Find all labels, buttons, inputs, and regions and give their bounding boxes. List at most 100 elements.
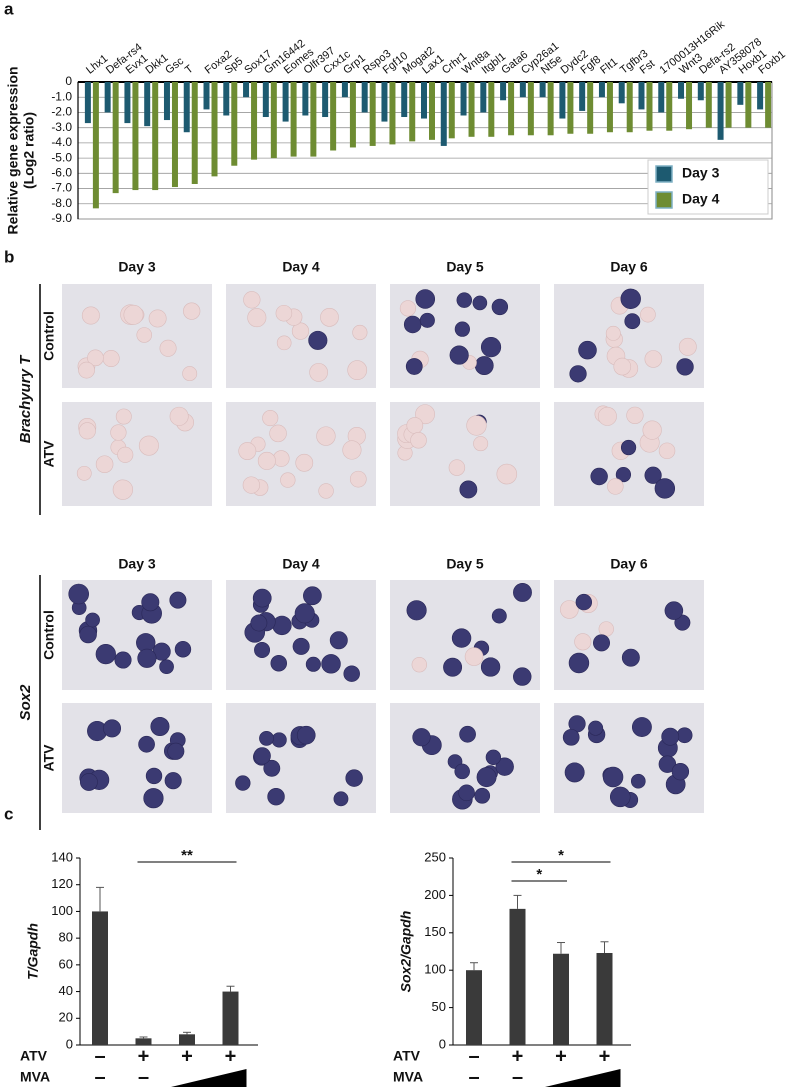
cell — [115, 408, 132, 425]
cell — [676, 358, 694, 376]
bar — [389, 82, 396, 145]
row-label: ATV — [41, 440, 57, 468]
bar — [717, 82, 724, 140]
cell — [613, 357, 632, 376]
cell — [164, 772, 182, 790]
cell — [243, 291, 261, 309]
cell — [349, 470, 367, 488]
cell — [480, 657, 501, 677]
y-tick-label: 120 — [51, 876, 73, 891]
cells — [397, 404, 518, 499]
cell — [590, 467, 608, 486]
cells — [406, 583, 532, 686]
bar — [369, 82, 376, 146]
bar — [508, 82, 515, 136]
cell — [110, 424, 127, 441]
cell — [252, 588, 272, 608]
cell — [76, 465, 92, 481]
cell — [294, 603, 315, 624]
cell — [85, 612, 100, 628]
cell — [513, 583, 532, 602]
cell — [630, 773, 646, 789]
bar — [223, 82, 230, 116]
significance-label: ** — [181, 847, 193, 864]
cell — [476, 767, 497, 788]
bar — [282, 82, 289, 122]
bar — [646, 82, 653, 131]
x-tick-label: + — [225, 1045, 237, 1067]
bar — [626, 82, 633, 133]
x-tick-label: – — [94, 1045, 105, 1067]
cell — [597, 406, 617, 426]
micrograph — [554, 580, 704, 690]
x-tick-label: + — [138, 1045, 150, 1067]
cells — [569, 288, 697, 383]
cell — [78, 361, 95, 379]
y-axis-label: Relative gene expression — [5, 66, 21, 234]
x-tick-label: + — [555, 1045, 567, 1067]
bar — [211, 82, 218, 177]
cell — [333, 791, 349, 807]
panel-label: b — [4, 247, 14, 266]
cell — [574, 633, 592, 651]
x-tick-label: + — [599, 1045, 611, 1067]
row-label: Control — [41, 610, 57, 660]
cell — [345, 769, 363, 787]
cells — [243, 291, 368, 382]
cell — [406, 600, 427, 621]
bar — [322, 82, 329, 118]
bar — [132, 82, 139, 191]
cell — [491, 298, 509, 316]
column-label: Day 6 — [610, 259, 648, 275]
cell — [247, 308, 267, 328]
bar — [144, 82, 151, 127]
cell — [615, 466, 632, 483]
bar — [84, 82, 91, 124]
bar — [243, 82, 250, 98]
cell — [620, 439, 637, 456]
dose-wedge — [545, 1069, 621, 1087]
bar — [697, 82, 704, 101]
error-bar — [470, 962, 478, 971]
cell — [271, 732, 287, 748]
cell — [79, 773, 98, 791]
cells — [399, 289, 509, 375]
cell — [631, 717, 652, 737]
cell — [309, 363, 328, 382]
cell — [272, 615, 292, 636]
cell — [562, 728, 580, 746]
cell — [593, 634, 610, 652]
cell — [671, 762, 690, 781]
bar — [606, 82, 613, 133]
cell — [303, 586, 322, 606]
cell — [138, 735, 155, 753]
cell — [473, 436, 489, 452]
x-tick-label: – — [138, 1066, 149, 1088]
cell — [405, 358, 423, 375]
bar — [757, 82, 764, 110]
bar — [500, 82, 507, 101]
cells — [76, 406, 194, 500]
bar — [527, 82, 534, 136]
cell — [263, 759, 281, 777]
x-tick-label: – — [94, 1066, 105, 1088]
y-tick-label: 100 — [51, 903, 73, 918]
bar — [587, 82, 594, 134]
cell — [242, 476, 260, 494]
cell — [560, 600, 579, 619]
y-tick-label: -8.0 — [51, 196, 72, 210]
column-label: Day 4 — [282, 259, 320, 275]
y-tick-label: 80 — [59, 930, 73, 945]
cell — [145, 767, 163, 785]
x-tick-label: Flt1 — [598, 56, 620, 77]
cell — [308, 330, 328, 350]
y-tick-label: 200 — [424, 887, 446, 902]
cell — [254, 641, 271, 658]
x-tick-label: – — [512, 1066, 523, 1088]
cell — [68, 583, 89, 605]
cell — [485, 749, 502, 765]
cell — [658, 755, 677, 773]
bar — [135, 1038, 152, 1045]
bar — [222, 991, 239, 1045]
cell — [474, 356, 494, 375]
